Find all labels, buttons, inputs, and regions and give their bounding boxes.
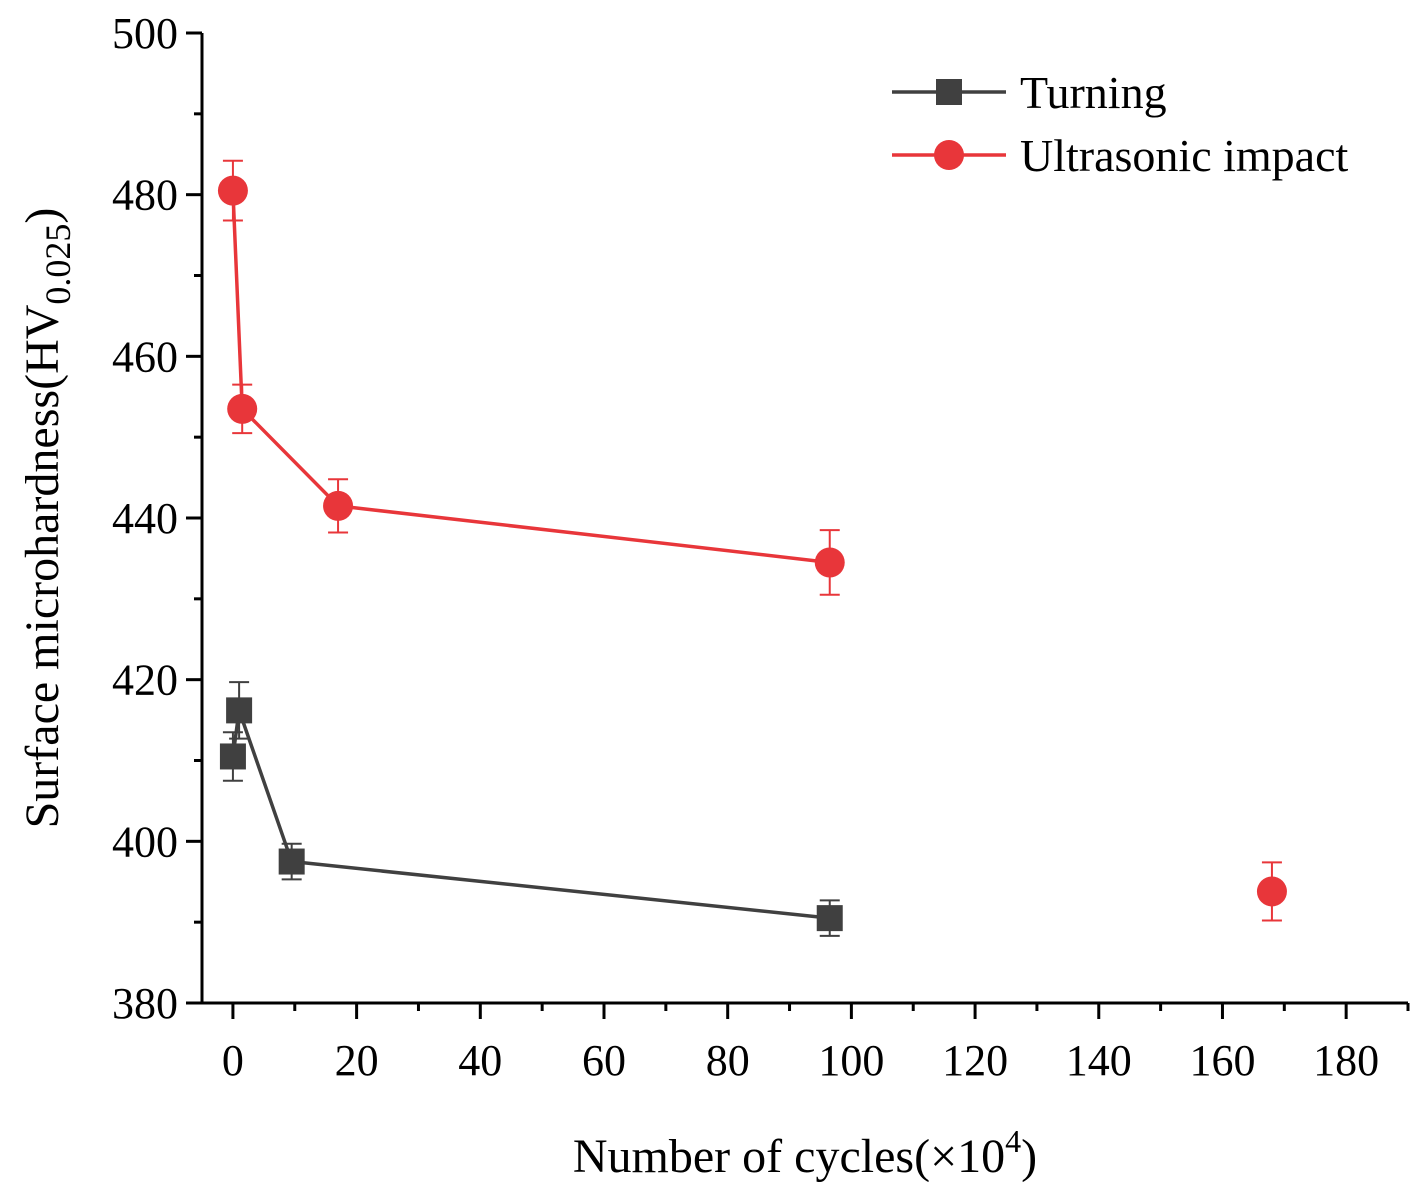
y-tick-label: 460: [112, 332, 178, 381]
y-tick-label: 440: [112, 494, 178, 543]
y-tick-label: 380: [112, 979, 178, 1028]
legend-label: Turning: [1020, 67, 1167, 118]
y-axis-label-text: Surface microhardness(HV: [16, 304, 69, 828]
x-tick-label: 0: [222, 1036, 244, 1085]
y-tick-label: 420: [112, 656, 178, 705]
y-tick-label: 480: [112, 171, 178, 220]
x-tick-label: 160: [1189, 1036, 1255, 1085]
series-line: [231, 709, 830, 920]
series-2: [1256, 861, 1287, 922]
data-point: [1256, 876, 1287, 907]
y-axis-label-close: ): [16, 208, 69, 224]
y-tick-label: 500: [112, 9, 178, 58]
x-tick-label: 120: [942, 1036, 1008, 1085]
x-tick-label: 60: [582, 1036, 626, 1085]
data-point: [278, 848, 305, 875]
legend-marker: [936, 79, 962, 105]
x-axis-label: Number of cycles(×104): [573, 1123, 1037, 1183]
data-point: [816, 905, 843, 932]
data-point: [227, 393, 258, 424]
x-tick-label: 80: [706, 1036, 750, 1085]
x-axis-label-superscript: 4: [1005, 1123, 1021, 1159]
x-tick-label: 180: [1313, 1036, 1379, 1085]
data-point: [217, 175, 248, 206]
data-point: [219, 743, 246, 770]
y-axis-label: Surface microhardness(HV0.025): [16, 208, 78, 829]
x-axis-label-text: Number of cycles(×10: [573, 1130, 1005, 1183]
legend: Turning Ultrasonic impact: [892, 67, 1349, 181]
data-point: [323, 490, 354, 521]
y-tick-label: 400: [112, 817, 178, 866]
series-0: [219, 681, 843, 937]
x-axis-label-close: ): [1021, 1130, 1037, 1183]
x-tick-label: 100: [818, 1036, 884, 1085]
x-tick-label: 40: [458, 1036, 502, 1085]
data-point: [814, 547, 845, 578]
legend-marker: [934, 140, 964, 170]
y-axis-label-subscript: 0.025: [38, 224, 78, 305]
series-line: [231, 190, 830, 565]
data-point: [226, 697, 253, 724]
legend-entry: Turning: [892, 67, 1167, 118]
legend-entry: Ultrasonic impact: [892, 130, 1349, 181]
legend-label: Ultrasonic impact: [1020, 130, 1349, 181]
x-tick-label: 140: [1066, 1036, 1132, 1085]
x-tick-label: 20: [335, 1036, 379, 1085]
series-1: [217, 159, 845, 596]
axes: 380 400 420 440 460 480 500 0 20 40 60 80 100 120 140 1…: [112, 9, 1410, 1085]
series-layer: [217, 159, 1287, 937]
